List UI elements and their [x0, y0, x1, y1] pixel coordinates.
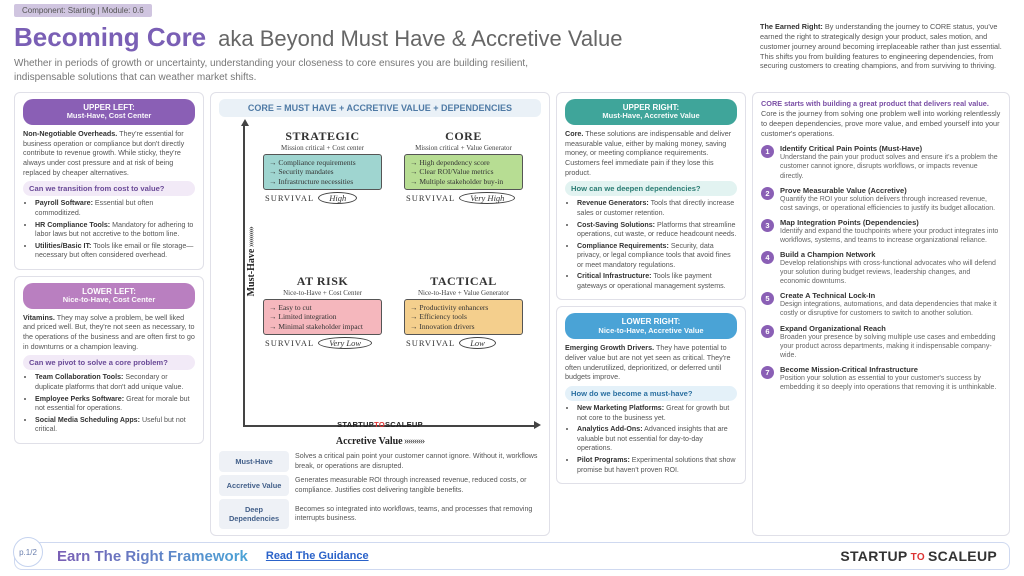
list-item: Pilot Programs: Experimental solutions t… — [577, 456, 737, 475]
list-item: Analytics Add-Ons: Advanced insights tha… — [577, 425, 737, 454]
upper-left-list: Payroll Software: Essential but often co… — [23, 199, 195, 260]
definition-row: Accretive ValueGenerates measurable ROI … — [219, 475, 541, 496]
list-item: Team Collaboration Tools: Secondary or d… — [35, 373, 195, 392]
footer-brand: STARTUP TO SCALEUP — [840, 548, 997, 564]
journey-step: 2Prove Measurable Value (Accretive)Quant… — [761, 186, 1001, 213]
list-item: Compliance Requirements: Security, data … — [577, 242, 737, 271]
quad-tactical: TACTICAL Nice-to-Have + Value Generator … — [396, 272, 531, 413]
core-banner: CORE = MUST HAVE + ACCRETIVE VALUE + DEP… — [219, 99, 541, 117]
quad-at-risk: AT RISK Nice-to-Have + Cost Center Easy … — [255, 272, 390, 413]
upper-right-list: Revenue Generators: Tools that directly … — [565, 199, 737, 291]
lower-left-pill: LOWER LEFT: Nice-to-Have, Cost Center — [23, 283, 195, 309]
upper-right-pill: UPPER RIGHT: Must-Have, Accretive Value — [565, 99, 737, 125]
lower-right-pill: LOWER RIGHT: Nice-to-Have, Accretive Val… — [565, 313, 737, 339]
definition-row: Must-HaveSolves a critical pain point yo… — [219, 451, 541, 472]
upper-left-card: UPPER LEFT: Must-Have, Cost Center Non-N… — [14, 92, 204, 270]
quad-core: CORE Mission critical + Value Generator … — [396, 127, 531, 268]
read-guidance-link[interactable]: Read The Guidance — [266, 550, 369, 562]
upper-right-question: How can we deepen dependencies? — [565, 181, 737, 196]
step-number: 5 — [761, 292, 774, 305]
meta-tag: Component: Starting | Module: 0.6 — [14, 4, 152, 17]
definition-row: Deep DependenciesBecomes so integrated i… — [219, 499, 541, 529]
list-item: Utilities/Basic IT: Tools like email or … — [35, 242, 195, 261]
step-number: 2 — [761, 187, 774, 200]
list-item: Cost-Saving Solutions: Platforms that st… — [577, 221, 737, 240]
page-title-aka: aka Beyond Must Have & Accretive Value — [218, 26, 622, 51]
header: Becoming Core aka Beyond Must Have & Acc… — [14, 22, 1010, 84]
list-item: Revenue Generators: Tools that directly … — [577, 199, 737, 218]
footer-bar: p.1/2 Earn The Right Framework Read The … — [14, 542, 1010, 570]
list-item: Payroll Software: Essential but often co… — [35, 199, 195, 218]
definition-rows: Must-HaveSolves a critical pain point yo… — [219, 451, 541, 529]
lower-left-list: Team Collaboration Tools: Secondary or d… — [23, 373, 195, 434]
journey-step: 4Build a Champion NetworkDevelop relatio… — [761, 250, 1001, 286]
upper-right-card: UPPER RIGHT: Must-Have, Accretive Value … — [556, 92, 746, 300]
meta-component: Component: Starting — [22, 6, 95, 15]
journey-steps: 1Identify Critical Pain Points (Must-Hav… — [761, 144, 1001, 392]
page-number: p.1/2 — [13, 537, 43, 567]
lower-right-list: New Marketing Platforms: Great for growt… — [565, 404, 737, 475]
chart-card: CORE = MUST HAVE + ACCRETIVE VALUE + DEP… — [210, 92, 550, 536]
page-subtitle: Whether in periods of growth or uncertai… — [14, 57, 574, 84]
upper-left-pill: UPPER LEFT: Must-Have, Cost Center — [23, 99, 195, 125]
earned-heading: The Earned Right: — [760, 22, 823, 31]
footer-title: Earn The Right Framework — [57, 548, 248, 565]
step-number: 7 — [761, 366, 774, 379]
x-axis-label: Accretive Value — [336, 436, 424, 447]
journey-card: CORE starts with building a great produc… — [752, 92, 1010, 536]
step-number: 4 — [761, 251, 774, 264]
lower-left-card: LOWER LEFT: Nice-to-Have, Cost Center Vi… — [14, 276, 204, 444]
journey-step: 5Create A Technical Lock-InDesign integr… — [761, 291, 1001, 318]
lower-left-question: Can we pivot to solve a core problem? — [23, 355, 195, 370]
step-number: 1 — [761, 145, 774, 158]
quadrant-chart: Must-Have Accretive Value STRATEGIC Miss… — [219, 121, 541, 447]
list-item: New Marketing Platforms: Great for growt… — [577, 404, 737, 423]
meta-module: Module: 0.6 — [102, 6, 144, 15]
list-item: HR Compliance Tools: Mandatory for adher… — [35, 221, 195, 240]
step-number: 3 — [761, 219, 774, 232]
main-columns: UPPER LEFT: Must-Have, Cost Center Non-N… — [14, 92, 1010, 536]
chart-brand: STARTUPTOSCALEUP — [337, 420, 423, 429]
step-number: 6 — [761, 325, 774, 338]
earned-right-block: The Earned Right: By understanding the j… — [760, 22, 1010, 84]
upper-left-question: Can we transition from cost to value? — [23, 181, 195, 196]
journey-step: 6Expand Organizational ReachBroaden your… — [761, 324, 1001, 360]
list-item: Employee Perks Software: Great for moral… — [35, 395, 195, 414]
quad-strategic: STRATEGIC Mission critical + Cost center… — [255, 127, 390, 268]
journey-step: 1Identify Critical Pain Points (Must-Hav… — [761, 144, 1001, 180]
journey-step: 3Map Integration Points (Dependencies)Id… — [761, 218, 1001, 245]
journey-step: 7Become Mission-Critical InfrastructureP… — [761, 365, 1001, 392]
lower-right-card: LOWER RIGHT: Nice-to-Have, Accretive Val… — [556, 306, 746, 484]
list-item: Social Media Scheduling Apps: Useful but… — [35, 416, 195, 435]
page-title: Becoming Core — [14, 22, 206, 52]
list-item: Critical Infrastructure: Tools like paym… — [577, 272, 737, 291]
lower-right-question: How do we become a must-have? — [565, 386, 737, 401]
